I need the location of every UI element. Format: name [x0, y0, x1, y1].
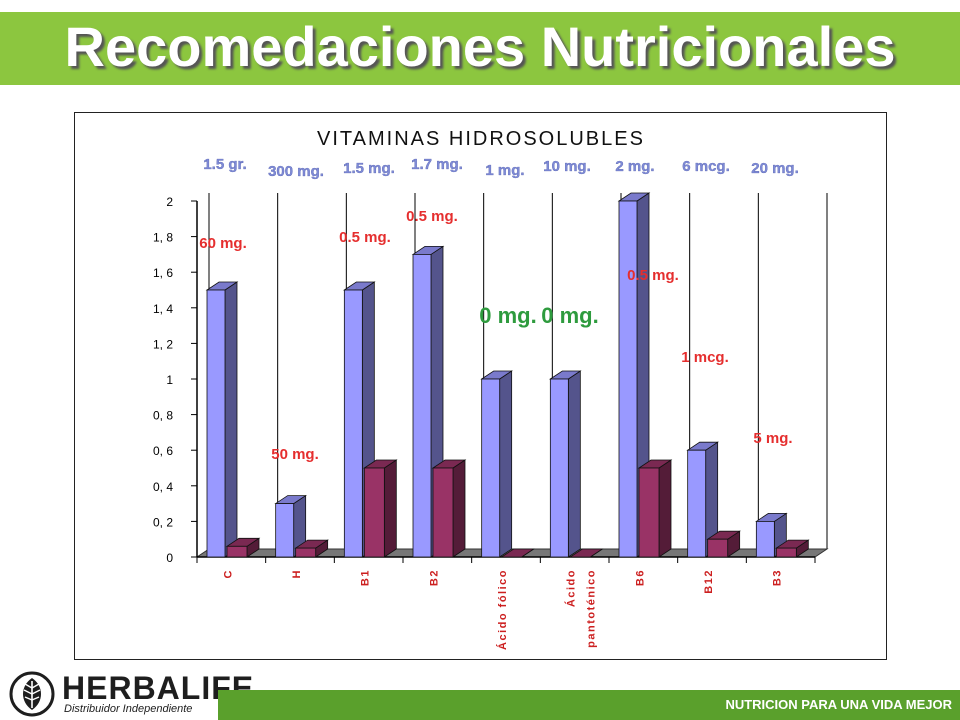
svg-text:B12: B12: [703, 569, 715, 594]
bar-series1: [549, 370, 582, 558]
svg-text:B6: B6: [634, 569, 646, 586]
top-value-label: 1.5 gr.: [203, 156, 246, 173]
bar-series1: [480, 370, 513, 558]
series2-value-label: 5 mg.: [753, 430, 792, 447]
bar-series2: [225, 537, 261, 558]
bar-series1: [205, 281, 239, 558]
series2-value-label: 0 mg.: [541, 303, 598, 328]
top-value-label: 2 mg.: [615, 158, 654, 175]
bar-series2: [706, 530, 741, 558]
svg-text:C: C: [222, 569, 234, 578]
series2-value-label: 1 mcg.: [681, 349, 729, 366]
top-value-label: 10 mg.: [543, 158, 591, 175]
y-tick-label: 1, 2: [153, 337, 173, 351]
top-value-label: 1.5 mg.: [343, 160, 395, 177]
x-tick-label: C: [222, 569, 234, 578]
vitamins-chart: VITAMINAS HIDROSOLUBLES 0 0, 2 0, 4 0, 6 0, 8…: [153, 128, 829, 650]
herbalife-logo: HERBALIFE Distribuidor Independiente: [8, 668, 253, 718]
svg-text:B2: B2: [428, 569, 440, 586]
bar-series2: [431, 459, 467, 558]
series2-value-label: 0 mg.: [479, 303, 536, 328]
top-value-label: 20 mg.: [751, 160, 799, 177]
svg-text:Ácido: Ácido: [565, 569, 578, 607]
x-tick-label: B12: [703, 569, 715, 594]
herbalife-leaf-icon: [9, 671, 55, 717]
top-value-label: 1.7 mg.: [411, 156, 463, 173]
x-tick-label: H: [291, 569, 303, 578]
footer-slogan: NUTRICION PARA UNA VIDA MEJOR: [725, 697, 952, 712]
series2-value-label: 0.5 mg.: [339, 229, 391, 246]
chart-title: VITAMINAS HIDROSOLUBLES: [317, 128, 645, 150]
x-tick-label: B3: [772, 569, 784, 586]
svg-text:H: H: [291, 569, 303, 578]
top-value-label: 300 mg.: [268, 163, 324, 180]
chart-frame: VITAMINAS HIDROSOLUBLES 0 0, 2 0, 4 0, 6 0, 8…: [74, 112, 887, 660]
bar-series2: [569, 548, 604, 558]
bar-series2: [500, 548, 535, 558]
bar-series1: [755, 512, 788, 558]
x-tick-label: B1: [360, 569, 372, 586]
x-tick-label: Ácido fólico: [496, 569, 509, 650]
bar-series2: [637, 459, 673, 558]
bar-series2: [294, 539, 329, 558]
y-tick-label: 1, 4: [153, 302, 173, 316]
y-tick-label: 2: [166, 195, 173, 209]
title-bar: [0, 12, 960, 85]
y-tick-label: 1, 6: [153, 266, 173, 280]
svg-text:Ácido fólico: Ácido fólico: [496, 569, 509, 650]
x-tick-label: Ácido pantoténico: [565, 569, 598, 648]
series2-value-label: 50 mg.: [271, 446, 319, 463]
slide-title: Recomedaciones Nutricionales: [64, 15, 896, 78]
y-tick-label: 1, 8: [153, 231, 173, 245]
bar-series2: [775, 539, 810, 558]
x-tick-label: B2: [428, 569, 440, 586]
top-value-label: 1 mg.: [485, 162, 524, 179]
bar-series1: [274, 494, 307, 558]
series2-value-label: 60 mg.: [199, 235, 247, 252]
bar-series2: [363, 459, 398, 558]
logo-subtitle: Distribuidor Independiente: [64, 703, 193, 715]
footer-bar: NUTRICION PARA UNA VIDA MEJOR: [218, 690, 960, 720]
series2-value-label: 0.5 mg.: [406, 208, 458, 225]
top-value-label: 6 mcg.: [682, 158, 730, 175]
y-tick-label: 1: [166, 373, 173, 387]
y-tick-label: 0, 8: [153, 409, 173, 423]
x-tick-label: B6: [634, 569, 646, 586]
y-tick-label: 0, 2: [153, 515, 173, 529]
svg-text:B1: B1: [360, 569, 372, 586]
y-tick-label: 0, 4: [153, 480, 173, 494]
y-tick-label: 0: [166, 551, 173, 565]
y-tick-label: 0, 6: [153, 444, 173, 458]
svg-text:B3: B3: [772, 569, 784, 586]
svg-text:pantoténico: pantoténico: [586, 569, 598, 648]
series2-value-label: 0.5 mg.: [627, 267, 679, 284]
bar-series1: [686, 441, 719, 558]
